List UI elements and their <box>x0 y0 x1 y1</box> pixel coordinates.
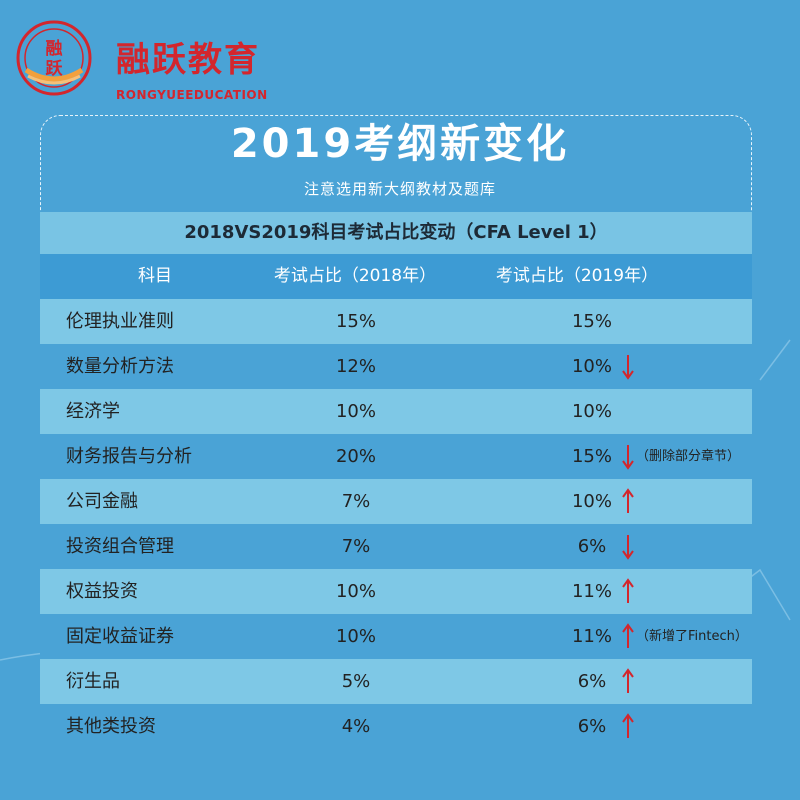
row-note: （新增了Fintech） <box>636 629 748 644</box>
row-note: （删除部分章节） <box>636 449 741 464</box>
cell-2019: 10% <box>571 356 612 377</box>
red-down-arrow-icon <box>622 344 634 406</box>
cell-subject: 固定收益证券 <box>66 626 174 647</box>
brand-seal-icon: 融 跃 <box>16 20 92 96</box>
table-body: 伦理执业准则 15% 15% 数量分析方法 12% 10% 经济学 10% 10% 财务报告… <box>40 299 752 749</box>
cell-2018: 7% <box>341 536 371 557</box>
cell-2019: 6% <box>577 716 607 737</box>
cell-subject: 权益投资 <box>66 581 138 602</box>
brand-name-cn: 融跃教育 <box>116 40 260 80</box>
cell-subject: 伦理执业准则 <box>66 311 174 332</box>
table-row: 固定收益证券 10% 11% （新增了Fintech） <box>40 614 752 659</box>
cell-2019: 15% <box>571 311 612 332</box>
red-up-arrow-icon <box>622 569 634 631</box>
cell-2018: 20% <box>335 446 376 467</box>
red-up-arrow-icon <box>622 659 634 721</box>
cell-2018: 10% <box>335 626 376 647</box>
header-2018: 考试占比（2018年） <box>273 266 437 286</box>
cell-subject: 投资组合管理 <box>66 536 174 557</box>
table-title: 2018VS2019科目考试占比变动（CFA Level 1） <box>40 212 752 254</box>
cell-2018: 10% <box>335 401 376 422</box>
header-subject: 科目 <box>138 266 172 286</box>
table-row: 投资组合管理 7% 6% <box>40 524 752 569</box>
cell-2019: 6% <box>577 671 607 692</box>
page-subtitle: 注意选用新大纲教材及题库 <box>303 180 496 198</box>
cell-2018: 4% <box>341 716 371 737</box>
cell-2018: 10% <box>335 581 376 602</box>
table-row: 公司金融 7% 10% <box>40 479 752 524</box>
cell-2019: 10% <box>571 491 612 512</box>
table-row: 财务报告与分析 20% 15% （删除部分章节） <box>40 434 752 479</box>
brand-logo: 融 跃 融跃教育 RONGYUEEDUCATION <box>14 18 267 102</box>
table-header: 科目 考试占比（2018年） 考试占比（2019年） <box>40 254 752 299</box>
cell-subject: 财务报告与分析 <box>66 446 192 467</box>
cell-subject: 其他类投资 <box>66 716 156 737</box>
red-up-arrow-icon <box>622 479 634 541</box>
cell-2018: 5% <box>341 671 371 692</box>
table-row: 伦理执业准则 15% 15% <box>40 299 752 344</box>
svg-text:跃: 跃 <box>46 59 64 79</box>
table-row: 权益投资 10% 11% <box>40 569 752 614</box>
red-up-arrow-icon <box>622 704 634 766</box>
cell-2018: 15% <box>335 311 376 332</box>
cell-subject: 公司金融 <box>66 491 138 512</box>
red-down-arrow-icon <box>622 524 634 586</box>
svg-text:融: 融 <box>46 39 63 59</box>
red-up-arrow-icon <box>622 614 634 676</box>
table-row: 衍生品 5% 6% <box>40 659 752 704</box>
cell-2019: 6% <box>577 536 607 557</box>
table-row: 数量分析方法 12% 10% <box>40 344 752 389</box>
cell-2018: 12% <box>335 356 376 377</box>
cell-2019: 11% <box>571 581 612 602</box>
cell-subject: 衍生品 <box>66 671 120 692</box>
cell-2019: 11% <box>571 626 612 647</box>
cell-2019: 15% <box>571 446 612 467</box>
cell-2018: 7% <box>341 491 371 512</box>
table-row: 其他类投资 4% 6% <box>40 704 752 749</box>
red-down-arrow-icon <box>622 434 634 496</box>
page-title: 2019考纲新变化 <box>230 121 570 167</box>
cell-subject: 经济学 <box>66 401 120 422</box>
header-2019: 考试占比（2019年） <box>495 266 659 286</box>
table-row: 经济学 10% 10% <box>40 389 752 434</box>
cell-2019: 10% <box>571 401 612 422</box>
brand-name-en: RONGYUEEDUCATION <box>116 88 268 102</box>
cell-subject: 数量分析方法 <box>66 356 174 377</box>
